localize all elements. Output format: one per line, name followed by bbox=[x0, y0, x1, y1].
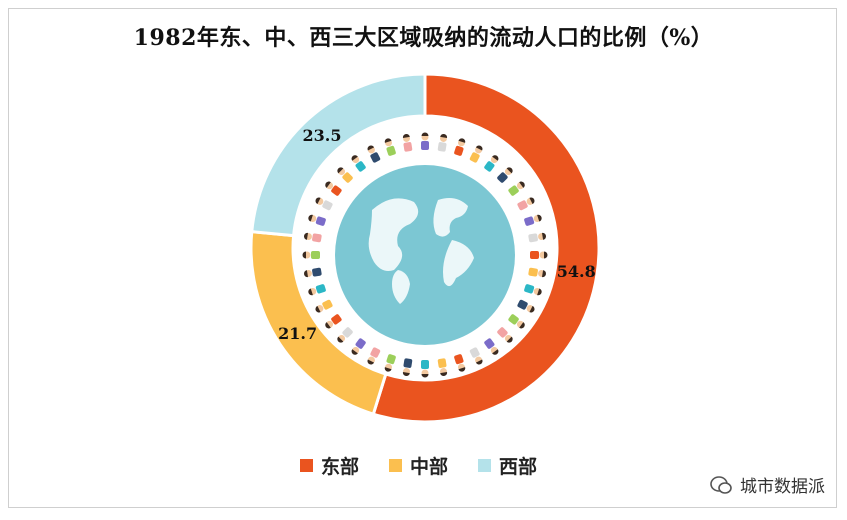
legend-label-east: 东部 bbox=[321, 456, 360, 478]
data-label-west: 23.5 bbox=[303, 126, 342, 145]
person-figure bbox=[517, 197, 535, 211]
person-figure bbox=[315, 197, 333, 211]
person-figure bbox=[421, 360, 429, 378]
person-figure bbox=[302, 251, 320, 259]
legend-item-east: 东部 bbox=[300, 452, 359, 479]
person-figure bbox=[402, 134, 413, 152]
person-figure bbox=[484, 338, 499, 355]
person-figure bbox=[337, 167, 353, 183]
person-figure bbox=[367, 347, 381, 365]
person-figure bbox=[437, 358, 448, 376]
person-figure bbox=[528, 232, 546, 243]
legend-swatch-central bbox=[389, 459, 403, 472]
person-figure bbox=[484, 155, 499, 172]
person-figure bbox=[315, 299, 333, 313]
legend-swatch-east bbox=[300, 459, 313, 472]
person-figure bbox=[454, 138, 466, 156]
slice-west bbox=[250, 72, 427, 238]
person-figure bbox=[308, 214, 326, 226]
data-label-central: 21.7 bbox=[278, 324, 317, 343]
legend-item-west: 西部 bbox=[478, 452, 537, 479]
person-figure bbox=[384, 138, 396, 156]
person-figure bbox=[508, 181, 525, 196]
person-figure bbox=[530, 251, 548, 259]
person-figure bbox=[384, 354, 396, 372]
data-label-east: 54.8 bbox=[557, 262, 596, 281]
watermark: 城市数据派 bbox=[710, 472, 825, 497]
person-figure bbox=[367, 145, 381, 163]
person-figure bbox=[497, 167, 513, 183]
slice-east bbox=[371, 72, 601, 424]
person-figure bbox=[528, 267, 546, 278]
legend-label-west: 西部 bbox=[499, 456, 538, 478]
people-ring bbox=[302, 132, 548, 378]
chart-title: 1982年东、中、西三大区域吸纳的流动人口的比例（%） bbox=[133, 25, 714, 51]
globe-illustration bbox=[335, 165, 515, 345]
person-figure bbox=[497, 327, 513, 343]
person-figure bbox=[524, 284, 542, 296]
legend-item-central: 中部 bbox=[389, 452, 448, 479]
person-figure bbox=[517, 299, 535, 313]
person-figure bbox=[469, 347, 483, 365]
person-figure bbox=[304, 267, 322, 278]
person-figure bbox=[308, 284, 326, 296]
person-figure bbox=[508, 314, 525, 329]
watermark-text: 城市数据派 bbox=[740, 477, 825, 497]
person-figure bbox=[351, 338, 366, 355]
wechat-icon bbox=[710, 475, 732, 494]
person-figure bbox=[325, 314, 342, 329]
person-figure bbox=[421, 132, 429, 150]
person-figure bbox=[351, 155, 366, 172]
person-figure bbox=[469, 145, 483, 163]
legend: 东部 中部 西部 bbox=[300, 452, 537, 479]
person-figure bbox=[325, 181, 342, 196]
person-figure bbox=[454, 354, 466, 372]
legend-label-central: 中部 bbox=[410, 456, 449, 478]
person-figure bbox=[524, 214, 542, 226]
person-figure bbox=[437, 134, 448, 152]
person-figure bbox=[402, 358, 413, 376]
legend-swatch-west bbox=[478, 459, 492, 472]
person-figure bbox=[337, 327, 353, 343]
person-figure bbox=[304, 232, 322, 243]
